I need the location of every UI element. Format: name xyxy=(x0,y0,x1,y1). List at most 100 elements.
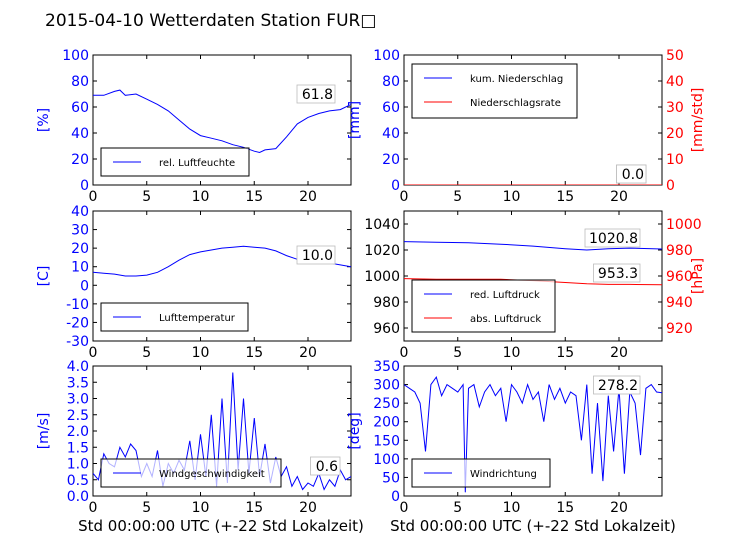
y-tick-label: 80 xyxy=(71,74,89,90)
chart-panel-3: 0 5 10 15 20 -30 -20 -10 0 10 20 30 40 [C] Lufttempera… xyxy=(36,204,352,361)
x-tick-label: 0 xyxy=(400,500,409,516)
value-annotation: 0.6 xyxy=(316,459,338,475)
y-tick-label: 60 xyxy=(382,100,400,116)
x-tick-label: 20 xyxy=(299,500,317,516)
x-tick-label: 10 xyxy=(192,189,210,205)
y-tick-label: 0.0 xyxy=(67,489,89,505)
x-axis-label-left: Std 00:00:00 UTC (+-22 Std Lokalzeit) xyxy=(78,517,364,535)
value-annotation-box xyxy=(616,164,647,184)
y-tick-label: 250 xyxy=(373,396,400,412)
legend-label: Windrichtung xyxy=(470,469,537,480)
legend-box xyxy=(411,279,556,333)
series-line-1 xyxy=(404,375,662,493)
y-tick-label: -30 xyxy=(66,334,89,350)
x-tick-label: 20 xyxy=(299,345,317,361)
x-tick-label: 5 xyxy=(453,189,462,205)
y-tick-label: 30 xyxy=(71,223,89,239)
x-tick-label: 15 xyxy=(245,189,263,205)
y-axis-label: [mm] xyxy=(347,101,363,139)
y-tick-label: 0 xyxy=(391,178,400,194)
x-tick-label: 5 xyxy=(142,345,151,361)
x-tick-label: 10 xyxy=(503,500,521,516)
y-tick-label: 0.5 xyxy=(67,473,89,489)
y2-tick-label: 940 xyxy=(666,295,693,311)
y-tick-label: 300 xyxy=(373,378,400,394)
y2-tick-label: 960 xyxy=(666,269,693,285)
y2-tick-label: 0 xyxy=(666,178,675,194)
y-tick-label: 1040 xyxy=(364,217,400,233)
x-tick-label: 5 xyxy=(453,500,462,516)
x-tick-label: 5 xyxy=(142,500,151,516)
value-annotation: 61.8 xyxy=(302,87,333,103)
y-tick-label: 0 xyxy=(80,278,89,294)
x-tick-label: 10 xyxy=(503,345,521,361)
value-annotation-box xyxy=(584,228,641,248)
y-tick-label: 50 xyxy=(382,470,400,486)
y-tick-label: 2.5 xyxy=(67,408,89,424)
legend-label: Lufttemperatur xyxy=(159,313,236,324)
y-axis-label: [C] xyxy=(36,266,52,287)
y-tick-label: 1020 xyxy=(364,243,400,259)
y-tick-label: 60 xyxy=(71,100,89,116)
x-tick-label: 20 xyxy=(610,189,628,205)
legend-label: red. Luftdruck xyxy=(470,290,540,301)
legend-label: rel. Luftfeuchte xyxy=(159,158,235,169)
value-annotation: 1020.8 xyxy=(589,231,638,247)
x-tick-label: 5 xyxy=(453,345,462,361)
x-tick-label: 10 xyxy=(503,189,521,205)
x-tick-label: 15 xyxy=(245,345,263,361)
chart-panel-4: 0 5 10 15 20 960 980 1000 1020 1040 920 940 960 980 10… xyxy=(364,210,706,361)
y-tick-label: 20 xyxy=(71,152,89,168)
y-tick-label: 20 xyxy=(71,241,89,257)
value-annotation: 0.0 xyxy=(622,167,644,183)
value-annotation-box xyxy=(296,245,336,265)
y-tick-label: 150 xyxy=(373,433,400,449)
y-axis-label: [m/s] xyxy=(36,413,52,450)
y2-axis-label: [mm/std] xyxy=(690,88,706,153)
value-annotation: 10.0 xyxy=(302,248,333,264)
x-tick-label: 0 xyxy=(89,189,98,205)
x-axis-label-right: Std 00:00:00 UTC (+-22 Std Lokalzeit) xyxy=(390,517,676,535)
series-line-1 xyxy=(93,89,351,154)
y2-axis-label: [hPa] xyxy=(690,258,706,294)
y-tick-label: 980 xyxy=(373,295,400,311)
y-tick-label: 350 xyxy=(373,359,400,375)
plot-frame xyxy=(403,365,663,497)
value-annotation-box xyxy=(296,84,336,104)
y2-tick-label: 1000 xyxy=(666,217,702,233)
x-tick-label: 5 xyxy=(142,189,151,205)
y-tick-label: 0 xyxy=(391,489,400,505)
x-tick-label: 15 xyxy=(245,500,263,516)
y-tick-label: 100 xyxy=(373,452,400,468)
x-tick-label: 0 xyxy=(400,345,409,361)
figure-title: 2015-04-10 Wetterdaten Station FUR□ xyxy=(45,11,376,31)
y2-tick-label: 10 xyxy=(666,152,684,168)
y-tick-label: 4.0 xyxy=(67,359,89,375)
y-tick-label: 1.0 xyxy=(67,457,89,473)
x-tick-label: 15 xyxy=(556,500,574,516)
y-axis-label: [%] xyxy=(36,108,52,132)
y-axis-label: [deg] xyxy=(347,412,363,449)
chart-panel-2: 0 5 10 15 20 0 20 40 60 80 100 0 10 20 30 40 50 [mm] [mm/s… xyxy=(347,48,706,205)
x-tick-label: 15 xyxy=(556,345,574,361)
y-tick-label: 0 xyxy=(80,178,89,194)
y2-tick-label: 30 xyxy=(666,100,684,116)
y2-tick-label: 20 xyxy=(666,126,684,142)
x-tick-label: 0 xyxy=(400,189,409,205)
legend-label: Niederschlagsrate xyxy=(470,98,561,109)
y-tick-label: 200 xyxy=(373,415,400,431)
chart-panel-5: 0 5 10 15 20 0.00.51.01.52.02.53.03.54.0 [m/s]… xyxy=(36,359,352,516)
series-line-1 xyxy=(404,241,662,251)
y2-tick-label: 40 xyxy=(666,74,684,90)
value-annotation-box xyxy=(593,263,641,283)
x-tick-label: 0 xyxy=(89,345,98,361)
x-tick-label: 20 xyxy=(299,189,317,205)
y-tick-label: 100 xyxy=(62,48,89,64)
series-line-1 xyxy=(93,372,351,491)
y-tick-label: 40 xyxy=(71,126,89,142)
y2-tick-label: 920 xyxy=(666,321,693,337)
chart-panel-6: 0 5 10 15 20050100150200250300350[deg]Windri… xyxy=(347,359,663,516)
y-tick-label: 1000 xyxy=(364,269,400,285)
y2-tick-label: 50 xyxy=(666,48,684,64)
